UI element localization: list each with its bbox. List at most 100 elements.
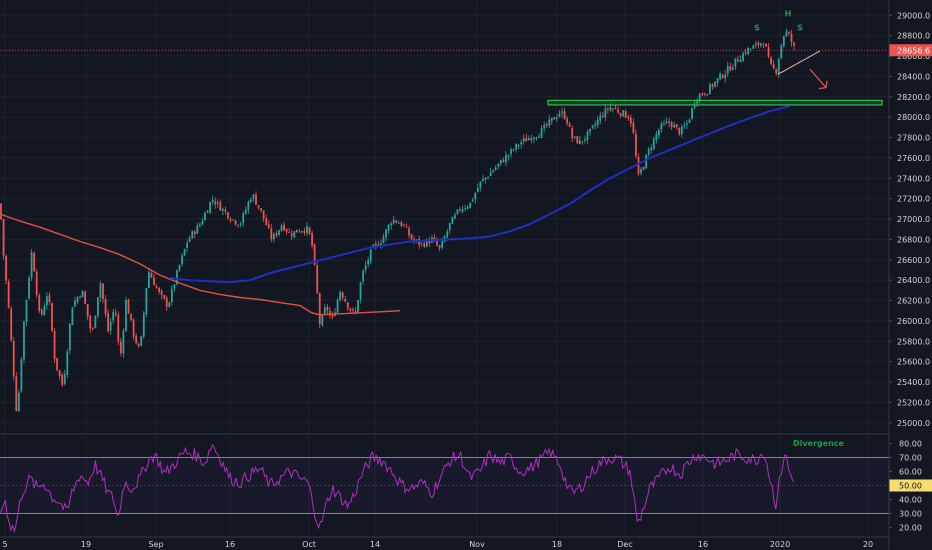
candle (548, 119, 551, 126)
candle (754, 43, 757, 46)
candle (250, 199, 252, 203)
candle (91, 328, 94, 330)
candle (487, 177, 489, 179)
price-tick-label: 26800.0 (897, 235, 930, 244)
candle (275, 233, 278, 236)
candle (770, 57, 772, 65)
candle (86, 304, 89, 317)
candle (397, 223, 400, 225)
candle (56, 357, 58, 371)
rsi-pane[interactable]: Divergence (0, 439, 889, 534)
candle (706, 93, 709, 96)
candle (678, 127, 681, 135)
candle (451, 217, 454, 224)
price-tick-label: 25000.0 (897, 419, 930, 428)
candle (635, 133, 637, 157)
time-tick-label: 18 (552, 540, 562, 549)
candle (339, 291, 342, 301)
candle (441, 241, 444, 248)
price-tick-label: 28000.0 (897, 113, 930, 122)
pattern-label: S (797, 24, 803, 33)
candle (693, 104, 696, 108)
candle (563, 110, 566, 119)
candle (53, 330, 56, 360)
candle (102, 283, 104, 300)
candle (731, 67, 734, 70)
candle (293, 231, 296, 238)
candle (201, 220, 204, 225)
candle (242, 213, 245, 224)
candle (540, 128, 543, 138)
candle (415, 239, 418, 241)
time-axis[interactable]: 5 19 Sep 16 Oct 14 Nov 18 Dec 16 2020 20 (0, 536, 889, 549)
price-axis[interactable]: 25000.0 25200.0 25400.0 25600.0 25800.0 26000… (889, 11, 932, 428)
candle (446, 231, 449, 237)
candle (737, 59, 739, 62)
candle (747, 48, 750, 55)
candle (624, 111, 627, 118)
candle (599, 115, 602, 121)
candle (58, 370, 61, 376)
candle (76, 297, 79, 303)
candle (454, 214, 456, 219)
candle (665, 121, 668, 124)
candle (237, 224, 240, 226)
candle (561, 111, 563, 114)
rsi-tick-label: 40.00 (899, 496, 922, 505)
candle (709, 84, 711, 94)
price-tick-label: 28200.0 (897, 93, 930, 102)
candle (84, 292, 87, 304)
candle (734, 58, 737, 67)
candle (341, 292, 344, 299)
candle (158, 287, 160, 292)
candle (94, 315, 97, 329)
candle (255, 194, 257, 205)
candle (673, 124, 676, 128)
candle (38, 295, 41, 311)
price-tick-label: 27200.0 (897, 195, 930, 204)
candle (438, 245, 441, 248)
candle (619, 113, 622, 116)
candle (140, 335, 143, 346)
candle (793, 42, 795, 46)
candle (0, 203, 2, 220)
candle (7, 281, 10, 308)
rsi-tick-label: 20.00 (899, 524, 922, 533)
candle (145, 288, 148, 315)
candle (117, 314, 120, 342)
pattern-label: S (754, 24, 760, 33)
candle (622, 110, 625, 117)
candle (188, 237, 191, 242)
candle (280, 225, 283, 231)
candle (318, 293, 321, 324)
price-tick-label: 28400.0 (897, 72, 930, 81)
price-pane[interactable]: SHS (0, 9, 889, 413)
candle (543, 124, 546, 129)
candle (150, 272, 153, 278)
candle (782, 36, 785, 47)
trendline (777, 50, 821, 75)
candle (316, 265, 319, 293)
candle (482, 179, 484, 181)
candle (520, 142, 523, 145)
price-tick-label: 25800.0 (897, 337, 930, 346)
price-tick-label: 25400.0 (897, 378, 930, 387)
candle (148, 272, 150, 288)
candle (502, 160, 505, 163)
candle (716, 78, 719, 83)
candle (545, 123, 548, 126)
candle (652, 138, 655, 150)
candle (655, 134, 658, 140)
candle (40, 310, 43, 315)
rsi-value-label: 50.00 (899, 482, 922, 491)
candle (403, 224, 405, 226)
candle (686, 123, 688, 125)
candle (48, 295, 51, 303)
candle (459, 209, 461, 211)
candle (66, 351, 69, 375)
candle (474, 193, 477, 200)
moving-average-blue (169, 105, 791, 284)
candle (688, 119, 691, 123)
